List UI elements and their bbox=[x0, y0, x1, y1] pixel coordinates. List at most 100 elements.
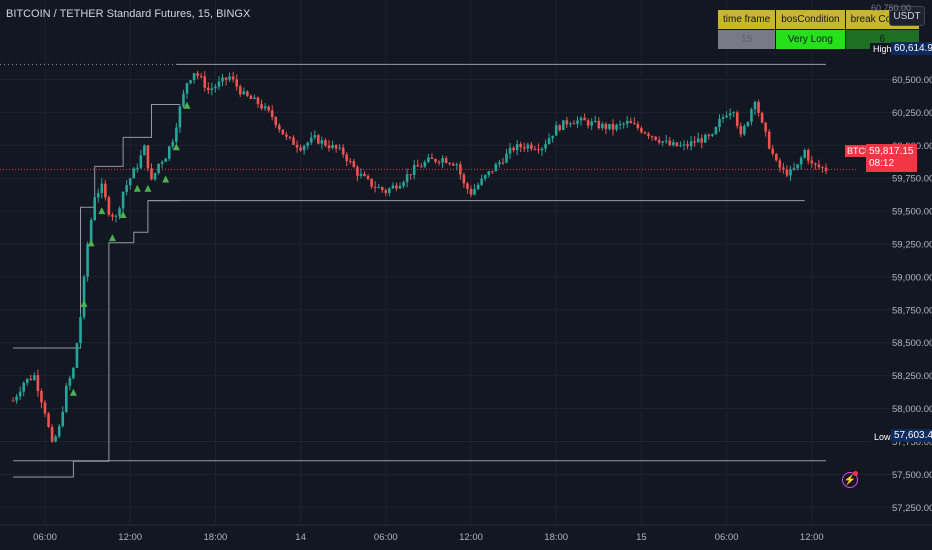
candle-body bbox=[199, 76, 203, 78]
candle-body bbox=[402, 182, 405, 187]
candle-body bbox=[689, 141, 693, 147]
candle-body bbox=[210, 88, 214, 91]
candle-body bbox=[40, 391, 43, 403]
candle-body bbox=[18, 391, 22, 397]
candle-body bbox=[331, 144, 334, 148]
candle-body bbox=[530, 144, 533, 149]
signal-up-triangle bbox=[119, 211, 127, 219]
candle-body bbox=[398, 186, 402, 189]
candle-body bbox=[104, 183, 107, 198]
candle-body bbox=[136, 167, 139, 169]
low-value: 57,603.41 bbox=[891, 429, 932, 442]
candle-body bbox=[189, 80, 192, 84]
candle-body bbox=[235, 79, 238, 87]
candle-body bbox=[292, 137, 295, 145]
currency-button[interactable]: USDT bbox=[889, 6, 925, 26]
signal-up-triangle bbox=[144, 184, 152, 192]
candle-body bbox=[544, 144, 547, 149]
candle-body bbox=[672, 142, 675, 146]
candle-body bbox=[118, 208, 121, 216]
candle-body bbox=[767, 131, 771, 149]
candle-body bbox=[57, 426, 61, 437]
candle-body bbox=[711, 134, 714, 136]
y-tick-label: 60,250.00 bbox=[892, 108, 932, 119]
candle-body bbox=[274, 116, 278, 126]
candle-body bbox=[72, 367, 75, 379]
candle-body bbox=[349, 161, 352, 163]
candle-body bbox=[33, 375, 36, 380]
candle-body bbox=[803, 150, 806, 158]
candle-body bbox=[824, 167, 828, 172]
candle-body bbox=[533, 148, 537, 150]
candle-body bbox=[192, 73, 196, 81]
candle-body bbox=[760, 112, 764, 123]
candle-body bbox=[466, 183, 469, 190]
candle-body bbox=[121, 191, 125, 209]
signal-up-triangle bbox=[108, 234, 116, 242]
candle-body bbox=[547, 138, 551, 145]
candle-body bbox=[203, 76, 207, 88]
candle-body bbox=[299, 147, 302, 151]
candle-body bbox=[341, 147, 345, 155]
candle-body bbox=[50, 426, 54, 442]
candle-body bbox=[75, 343, 79, 368]
x-tick-label: 15 bbox=[636, 532, 647, 543]
candle-body bbox=[512, 147, 515, 151]
candle-body bbox=[164, 158, 167, 162]
y-tick-label: 58,750.00 bbox=[892, 305, 932, 316]
candle-body bbox=[96, 193, 100, 198]
candle-body bbox=[721, 117, 725, 119]
candle-body bbox=[43, 402, 47, 414]
candle-body bbox=[593, 120, 597, 122]
candle-body bbox=[114, 215, 118, 217]
candle-body bbox=[15, 396, 18, 401]
candle-body bbox=[167, 146, 171, 159]
candle-body bbox=[640, 128, 643, 133]
candle-body bbox=[782, 167, 785, 170]
candle-body bbox=[437, 161, 441, 163]
high-value: 60,614.98 bbox=[891, 42, 932, 55]
candle-body bbox=[444, 158, 448, 164]
candle-body bbox=[704, 134, 707, 143]
candle-body bbox=[739, 125, 743, 135]
candle-body bbox=[89, 220, 93, 245]
signal-up-triangle bbox=[183, 101, 191, 109]
candle-body bbox=[267, 106, 270, 111]
x-tick-label: 06:00 bbox=[715, 532, 739, 543]
candle-body bbox=[693, 141, 696, 143]
y-tick-label: 57,250.00 bbox=[892, 503, 932, 514]
signal-up-triangle bbox=[133, 184, 141, 192]
candle-body bbox=[519, 144, 522, 148]
candle-body bbox=[82, 276, 86, 318]
bar-countdown: 08:12 bbox=[869, 158, 895, 169]
y-tick-label: 57,500.00 bbox=[892, 470, 932, 481]
candle-body bbox=[785, 169, 789, 176]
candle-body bbox=[185, 83, 189, 94]
candle-body bbox=[238, 86, 242, 95]
value-time-frame: 15 bbox=[716, 29, 777, 50]
signal-up-triangle bbox=[162, 175, 170, 183]
candle-body bbox=[622, 123, 625, 125]
x-tick-label: 18:00 bbox=[544, 532, 568, 543]
candle-body bbox=[384, 190, 388, 193]
candle-body bbox=[569, 123, 572, 125]
candle-body bbox=[796, 164, 799, 169]
candle-body bbox=[743, 126, 746, 135]
candle-body bbox=[718, 118, 721, 128]
candle-body bbox=[242, 91, 246, 95]
candle-body bbox=[317, 135, 320, 144]
candle-body bbox=[246, 91, 249, 96]
candle-body bbox=[608, 123, 611, 129]
candle-body bbox=[572, 123, 576, 125]
candle-body bbox=[270, 110, 274, 117]
candle-body bbox=[579, 117, 583, 121]
candle-body bbox=[810, 160, 814, 164]
candle-body bbox=[61, 411, 65, 427]
candle-body bbox=[160, 161, 164, 164]
lightning-icon[interactable]: ⚡ bbox=[842, 472, 858, 488]
candle-body bbox=[629, 120, 633, 124]
candle-body bbox=[139, 155, 143, 168]
candle-body bbox=[359, 173, 363, 176]
candle-body bbox=[352, 161, 356, 168]
